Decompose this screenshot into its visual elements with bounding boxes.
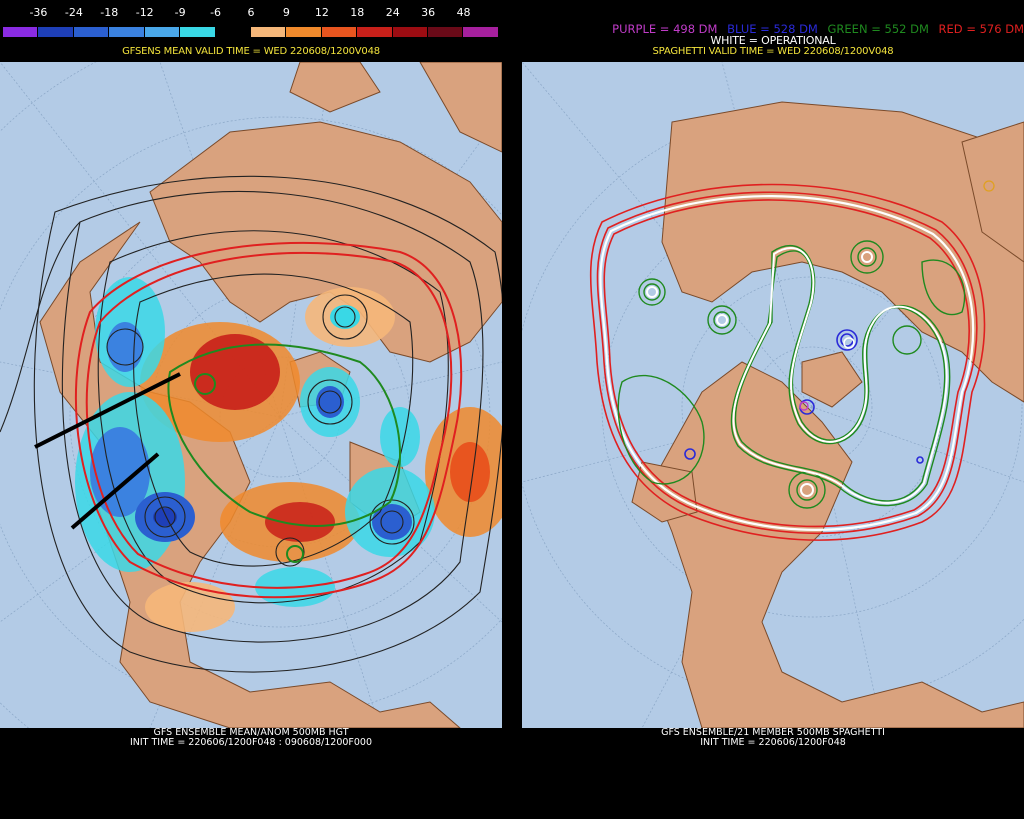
colorbar-label: -36 [29, 6, 48, 19]
colorbar-label: -9 [174, 6, 186, 19]
annotation-lines [34, 372, 181, 530]
colorbar-swatch [144, 27, 181, 37]
anomaly-colorbar: -36 -24 -18 -12 -9 -6 6 9 12 18 24 36 48 [3, 4, 499, 37]
legend-red: RED = 576 DM [938, 22, 1024, 36]
colorbar-swatch [428, 27, 464, 37]
colorbar-swatch [3, 27, 39, 37]
ensemble-mean-panel: -36 -24 -18 -12 -9 -6 6 9 12 18 24 36 48 GFSENS MEAN… [0, 0, 502, 819]
colorbar-label: -24 [64, 6, 83, 19]
colorbar-label: 6 [247, 6, 255, 19]
colorbar-label: 48 [456, 6, 471, 19]
colorbar-swatch [321, 27, 358, 37]
legend-green: GREEN = 552 DM [827, 22, 929, 36]
mean-footer-title: GFS ENSEMBLE MEAN/ANOM 500MB HGT [153, 727, 349, 738]
mean-valid-time-title: GFSENS MEAN VALID TIME = WED 220608/1200… [122, 46, 380, 57]
spaghetti-map-svg [522, 62, 1024, 728]
spaghetti-panel: PURPLE = 498 DM BLUE = 528 DM GREEN = 55… [522, 0, 1024, 819]
colorbar-swatch [392, 27, 429, 37]
mean-footer-init-time: INIT TIME = 220606/1200F048 : 090608/120… [129, 737, 373, 748]
operational-576-contour [599, 195, 975, 531]
other-contours [983, 180, 995, 192]
colorbar-swatch [286, 27, 322, 37]
colorbar-label: -6 [210, 6, 222, 19]
colorbar-label: 24 [385, 6, 400, 19]
spaghetti-map [522, 62, 1024, 728]
colorbar-label: 36 [421, 6, 436, 19]
colorbar-swatch [73, 27, 110, 37]
spaghetti-valid-time-title: SPAGHETTI VALID TIME = WED 220608/1200V0… [652, 46, 894, 57]
colorbar-label: -18 [100, 6, 119, 19]
colorbar-swatch [357, 27, 393, 37]
colorbar-swatch [109, 27, 145, 37]
colorbar-swatch [250, 27, 287, 37]
spaghetti-footer-init-time: INIT TIME = 220606/1200F048 [700, 737, 846, 748]
colorbar-label: 12 [314, 6, 329, 19]
mean-anomaly-map-svg [0, 62, 502, 728]
operational-528-contour [843, 337, 855, 349]
spaghetti-footer-title: GFS ENSEMBLE/21 MEMBER 500MB SPAGHETTI [661, 727, 885, 738]
colorbar-swatch [215, 27, 251, 37]
red-576-contours [589, 183, 986, 541]
legend-white: WHITE = OPERATIONAL [710, 34, 836, 47]
operational-552-contour [646, 247, 948, 504]
colorbar-swatch [463, 27, 499, 37]
mean-anomaly-map [0, 62, 502, 728]
purple-498-contours [799, 401, 809, 411]
colorbar-label: 18 [350, 6, 365, 19]
colorbar-swatches [3, 27, 499, 37]
legend-purple: PURPLE = 498 DM [612, 22, 718, 36]
colorbar-label: -12 [135, 6, 154, 19]
spaghetti-legend: PURPLE = 498 DM BLUE = 528 DM GREEN = 55… [522, 22, 1024, 36]
colorbar-labels: -36 -24 -18 -12 -9 -6 6 9 12 18 24 36 48 [3, 4, 499, 20]
key-contours [74, 241, 463, 599]
blue-528-contours [684, 329, 924, 464]
colorbar-swatch [38, 27, 74, 37]
colorbar-swatch [180, 27, 216, 37]
colorbar-label: 9 [282, 6, 290, 19]
legend-blue: BLUE = 528 DM [727, 22, 818, 36]
